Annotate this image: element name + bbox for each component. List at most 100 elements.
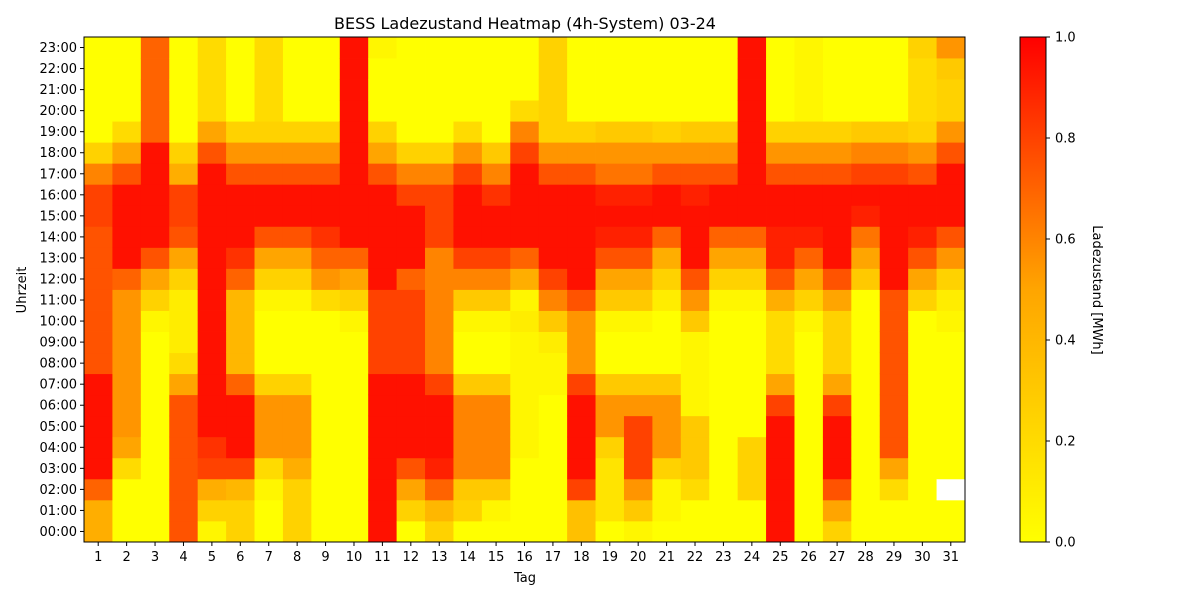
heatmap-cell bbox=[851, 226, 881, 248]
heatmap-cell bbox=[112, 394, 142, 417]
heatmap-cell bbox=[908, 184, 937, 206]
heatmap-cell bbox=[879, 520, 909, 543]
heatmap-cell bbox=[623, 142, 653, 164]
heatmap-cell bbox=[538, 520, 568, 543]
heatmap-cell bbox=[368, 247, 398, 269]
heatmap-cell bbox=[680, 205, 710, 227]
heatmap-cell bbox=[652, 247, 682, 269]
heatmap-cell bbox=[84, 142, 113, 164]
heatmap-cell bbox=[339, 394, 369, 417]
heatmap-cell bbox=[425, 184, 454, 206]
heatmap-cell bbox=[652, 331, 682, 354]
x-tick-label: 5 bbox=[208, 550, 216, 565]
heatmap-cell bbox=[851, 58, 881, 80]
x-tick-label: 12 bbox=[403, 550, 420, 565]
heatmap-cell bbox=[680, 457, 710, 480]
heatmap-cell bbox=[481, 205, 511, 227]
heatmap-cell bbox=[766, 79, 795, 101]
heatmap-cell bbox=[652, 184, 682, 206]
heatmap-cell bbox=[794, 478, 824, 501]
heatmap-cell bbox=[481, 478, 511, 501]
heatmap-cell bbox=[112, 37, 142, 59]
heatmap-cell bbox=[680, 415, 710, 438]
heatmap-cell bbox=[567, 289, 596, 311]
heatmap-cell bbox=[567, 415, 596, 438]
heatmap-cell bbox=[538, 226, 568, 248]
heatmap-cell bbox=[510, 100, 540, 122]
heatmap-cell bbox=[453, 478, 483, 501]
heatmap-cell bbox=[396, 310, 426, 332]
heatmap-cell bbox=[425, 499, 454, 522]
heatmap-cell bbox=[425, 478, 454, 501]
heatmap-cell bbox=[908, 121, 937, 143]
heatmap-cell bbox=[709, 268, 739, 290]
heatmap-cell bbox=[311, 310, 341, 332]
heatmap-cell bbox=[652, 520, 682, 543]
heatmap-cell bbox=[453, 310, 483, 332]
heatmap-cell bbox=[481, 310, 511, 332]
heatmap-cell bbox=[425, 163, 454, 185]
heatmap-cell bbox=[680, 100, 710, 122]
chart-title: BESS Ladezustand Heatmap (4h-System) 03-… bbox=[334, 14, 716, 33]
heatmap-cell bbox=[140, 499, 170, 522]
heatmap-cell bbox=[169, 436, 199, 459]
heatmap-cell bbox=[709, 331, 739, 354]
heatmap-cell bbox=[822, 142, 852, 164]
heatmap-cell bbox=[709, 37, 739, 59]
heatmap-cell bbox=[737, 226, 767, 248]
heatmap-cell bbox=[169, 415, 199, 438]
heatmap-cell bbox=[453, 142, 483, 164]
heatmap-cell bbox=[311, 163, 341, 185]
heatmap-cell bbox=[538, 478, 568, 501]
heatmap-cell bbox=[879, 373, 909, 396]
heatmap-cell bbox=[254, 184, 284, 206]
heatmap-cell bbox=[908, 520, 937, 543]
heatmap-cell bbox=[794, 499, 824, 522]
heatmap-cell bbox=[794, 352, 824, 375]
heatmap-cell bbox=[879, 205, 909, 227]
heatmap-cell bbox=[908, 79, 937, 101]
heatmap-cell bbox=[794, 331, 824, 354]
heatmap-cell bbox=[396, 352, 426, 375]
heatmap-cell bbox=[794, 457, 824, 480]
heatmap-cell bbox=[425, 415, 454, 438]
heatmap-cell bbox=[254, 394, 284, 417]
heatmap-cell bbox=[84, 457, 113, 480]
heatmap-cell bbox=[197, 268, 227, 290]
heatmap-cell bbox=[425, 268, 454, 290]
heatmap-cell bbox=[680, 79, 710, 101]
heatmap-cell bbox=[623, 268, 653, 290]
heatmap-cell bbox=[652, 142, 682, 164]
heatmap-cell bbox=[851, 310, 881, 332]
heatmap-cell bbox=[453, 163, 483, 185]
heatmap-cell bbox=[737, 58, 767, 80]
heatmap-cell bbox=[396, 415, 426, 438]
heatmap-cell bbox=[453, 520, 483, 543]
heatmap-cell bbox=[709, 436, 739, 459]
heatmap-cell bbox=[282, 205, 312, 227]
heatmap-cell bbox=[84, 163, 113, 185]
heatmap-cell bbox=[112, 142, 142, 164]
heatmap-cell bbox=[368, 79, 398, 101]
heatmap-cell bbox=[311, 100, 341, 122]
heatmap-cell bbox=[567, 205, 596, 227]
heatmap-cell bbox=[822, 37, 852, 59]
heatmap-cell bbox=[908, 289, 937, 311]
heatmap-cell bbox=[481, 331, 511, 354]
heatmap-cell bbox=[140, 394, 170, 417]
heatmap-cell bbox=[140, 205, 170, 227]
heatmap-cell bbox=[652, 289, 682, 311]
heatmap-cell bbox=[84, 373, 113, 396]
heatmap-cell bbox=[567, 520, 596, 543]
heatmap-cell bbox=[112, 268, 142, 290]
heatmap-cell bbox=[567, 394, 596, 417]
heatmap-cell bbox=[652, 499, 682, 522]
y-axis-ticks: 00:00 01:00 02:00 03:00 04:00 05:00 06:00 07:00… bbox=[40, 41, 84, 540]
heatmap-cell bbox=[567, 499, 596, 522]
heatmap-cell bbox=[254, 289, 284, 311]
heatmap-cell bbox=[794, 184, 824, 206]
heatmap-cell bbox=[908, 415, 937, 438]
heatmap-cell bbox=[510, 415, 540, 438]
y-tick-label: 13:00 bbox=[40, 251, 77, 266]
colorbar-tick-label: 0.8 bbox=[1055, 132, 1076, 147]
